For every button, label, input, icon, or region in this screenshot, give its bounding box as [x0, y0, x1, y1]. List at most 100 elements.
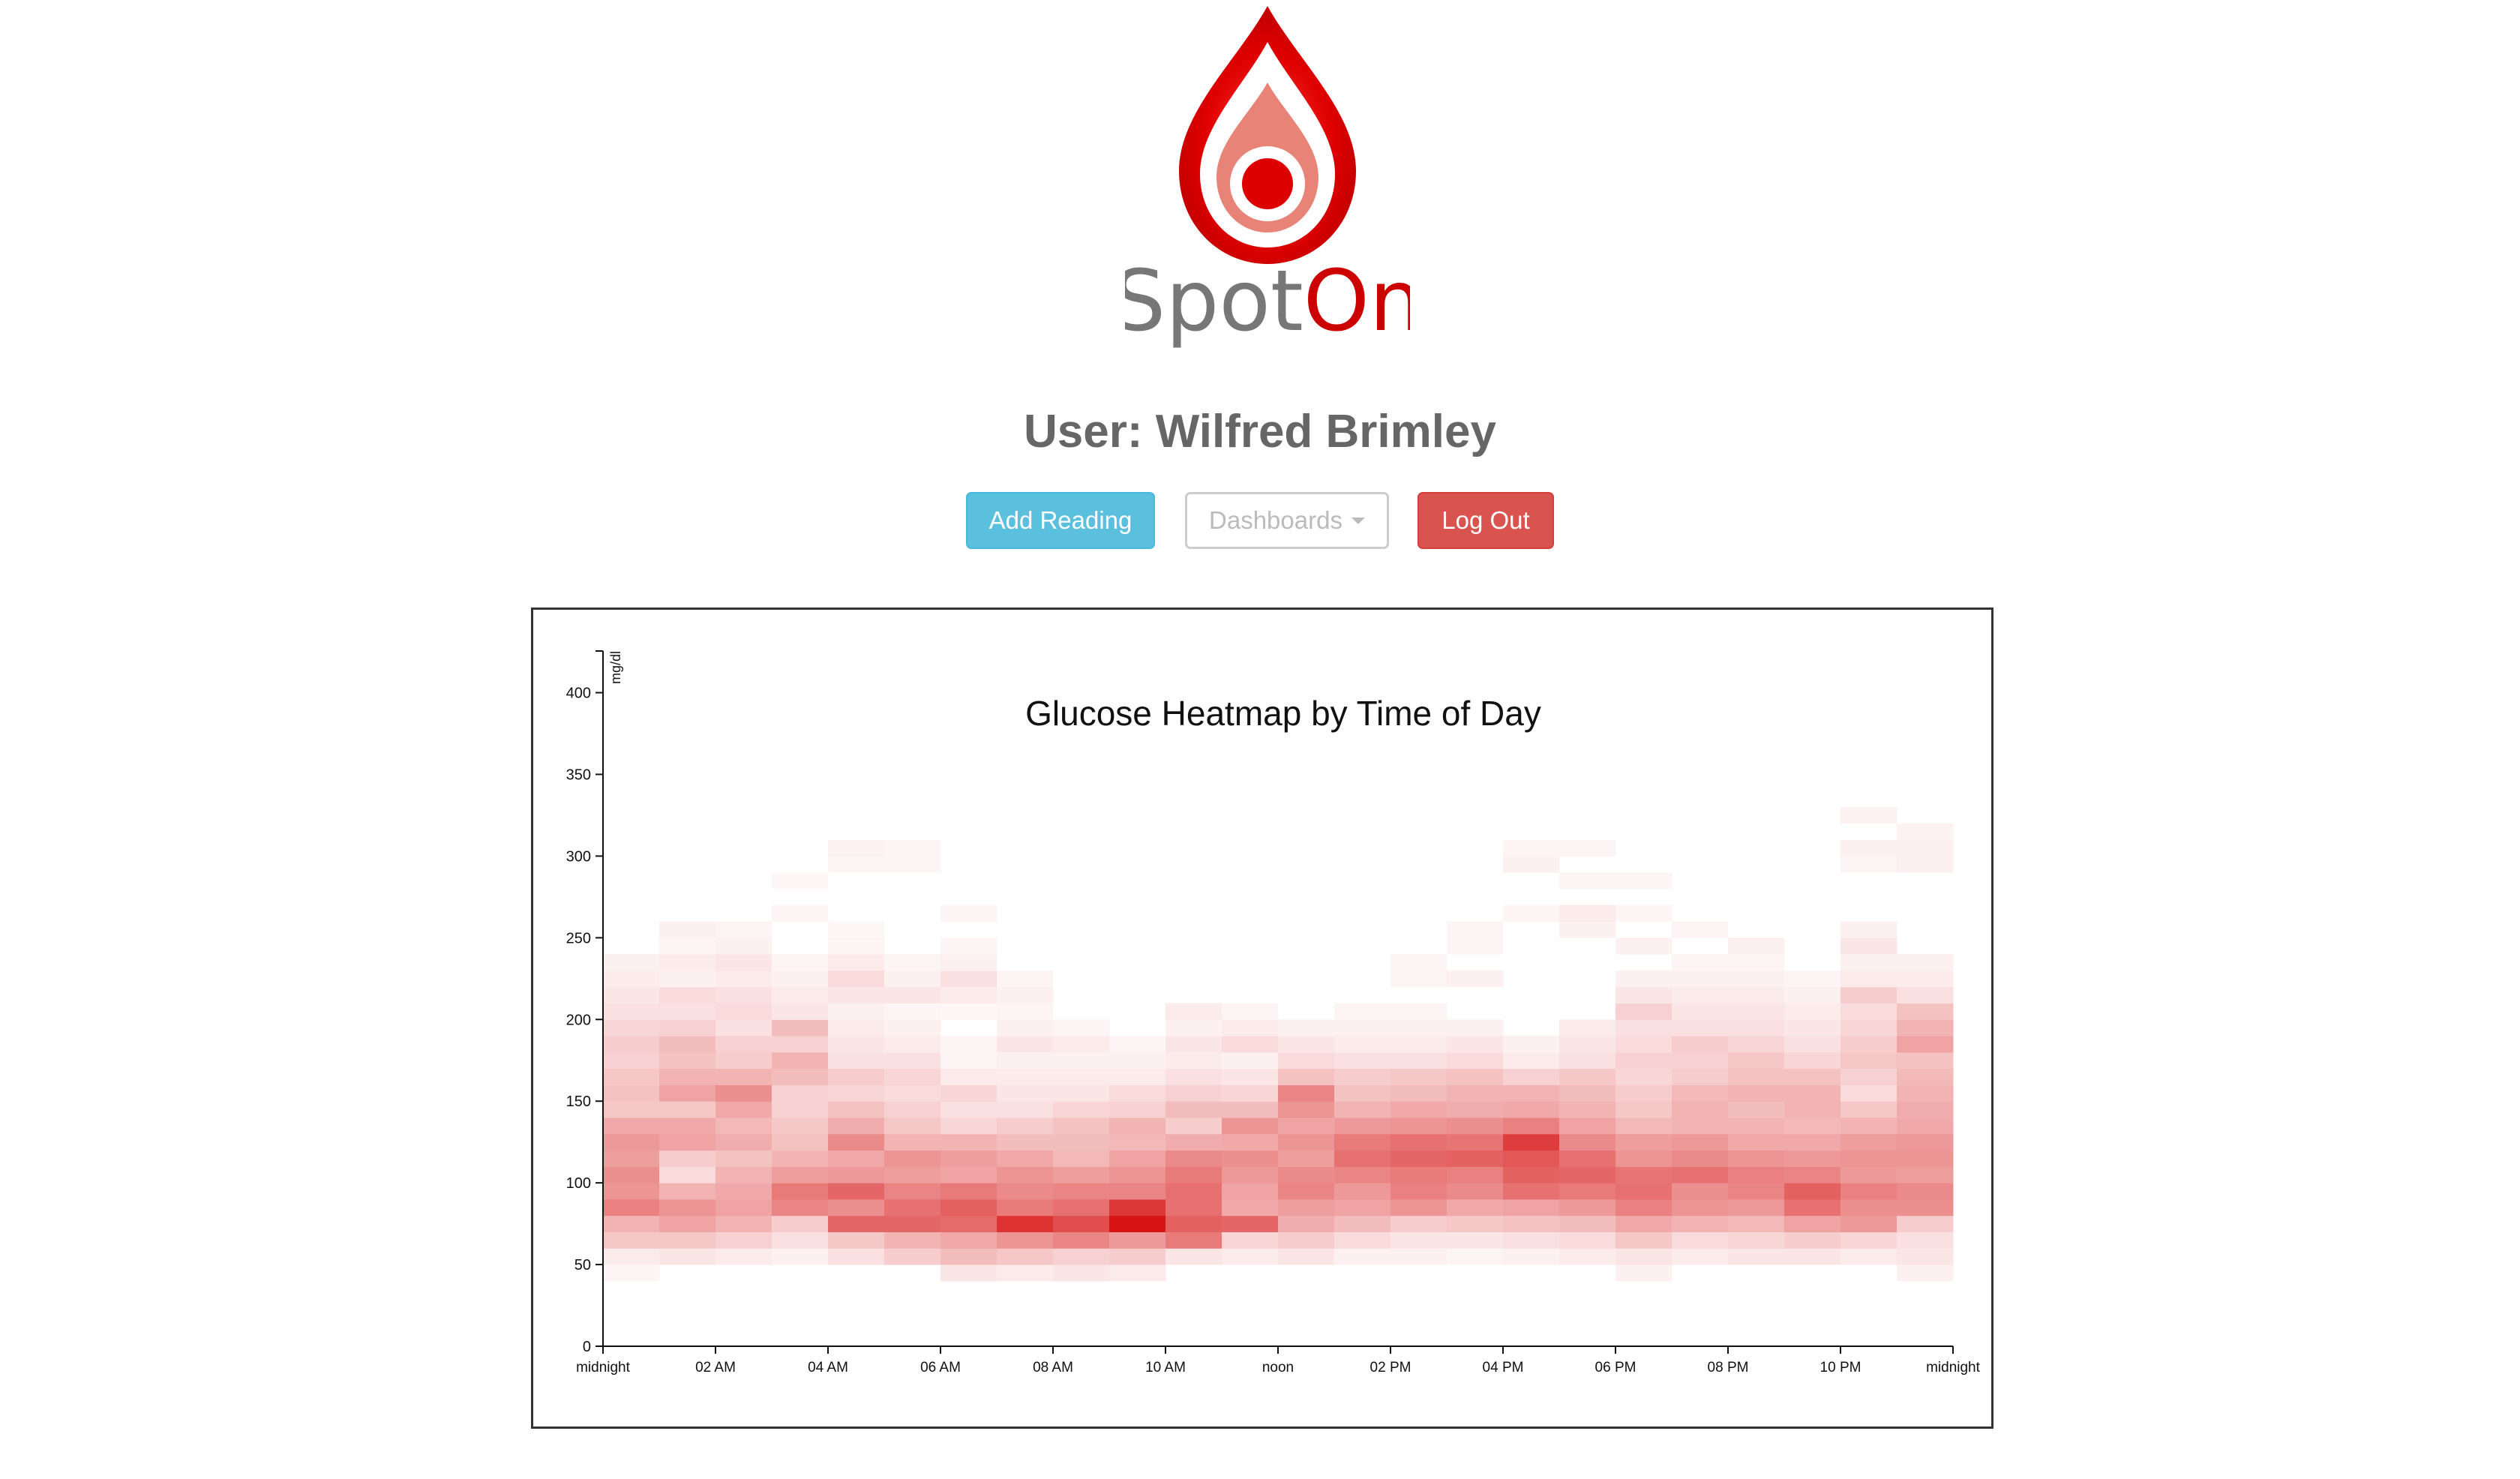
heatmap-cell [1447, 1166, 1504, 1184]
heatmap-cell [940, 1052, 998, 1070]
heatmap-cell [659, 1003, 716, 1020]
heatmap-cell [1728, 1052, 1785, 1070]
heatmap-cell [1503, 1036, 1560, 1053]
x-axis: midnight 02 AM 04 AM 06 AM 08 AM 10 AM noon 02 … [576, 1346, 1981, 1376]
y-tick-label: 300 [566, 848, 591, 865]
heatmap-cell [1728, 1215, 1785, 1232]
heatmap-cell [716, 986, 772, 1004]
heatmap-cell [1897, 1084, 1954, 1102]
logo-wordmark-on: On [1304, 253, 1410, 350]
heatmap-cell [716, 1084, 772, 1102]
heatmap-cell [1390, 1052, 1448, 1070]
heatmap-cell [1390, 1248, 1448, 1265]
heatmap-cell [1222, 1215, 1279, 1232]
heatmap-cell [1053, 1183, 1110, 1200]
heatmap-cell [1334, 1019, 1391, 1036]
heatmap-cell [1840, 807, 1898, 824]
heatmap-cell [1672, 1150, 1729, 1167]
heatmap-cell [1390, 970, 1448, 988]
heatmap-cell [1616, 986, 1672, 1004]
heatmap-cell [1053, 1215, 1110, 1232]
heatmap-cell [1503, 904, 1560, 922]
heatmap-cells [603, 807, 1954, 1282]
heatmap-cell [772, 904, 829, 922]
heatmap-cell [1503, 1133, 1560, 1151]
heatmap-cell [1503, 1215, 1560, 1232]
heatmap-cell [1840, 839, 1898, 856]
heatmap-cell [772, 1052, 829, 1070]
heatmap-cell [1897, 1198, 1954, 1216]
heatmap-cell [1559, 1052, 1616, 1070]
logout-button[interactable]: Log Out [1418, 492, 1554, 549]
chevron-down-icon [1351, 517, 1365, 524]
heatmap-cell [1897, 856, 1954, 873]
heatmap-cell [1109, 1264, 1166, 1282]
heatmap-cell [1109, 1133, 1166, 1151]
heatmap-cell [1672, 1101, 1729, 1118]
heatmap-cell [997, 1036, 1054, 1053]
heatmap-cell [1728, 1150, 1785, 1167]
heatmap-cell [1897, 1248, 1954, 1265]
heatmap-cell [1840, 1133, 1898, 1151]
heatmap-cell [1897, 954, 1954, 971]
heatmap-cell [1334, 1133, 1391, 1151]
heatmap-cell [603, 1183, 660, 1200]
heatmap-cell [603, 1166, 660, 1184]
heatmap-cell [828, 938, 885, 955]
heatmap-cell [1222, 1183, 1279, 1200]
heatmap-cell [1559, 1068, 1616, 1085]
heatmap-cell [828, 1003, 885, 1020]
heatmap-cell [1278, 1166, 1335, 1184]
heatmap-cell [884, 1003, 941, 1020]
heatmap-cell [1672, 986, 1729, 1004]
heatmap-cell [1672, 1036, 1729, 1053]
heatmap-cell [1616, 1068, 1672, 1085]
heatmap-cell [828, 1036, 885, 1053]
heatmap-cell [1278, 1068, 1335, 1085]
heatmap-cell [1053, 1166, 1110, 1184]
heatmap-cell [940, 938, 998, 955]
heatmap-cell [772, 1215, 829, 1232]
heatmap-cell [1840, 1019, 1898, 1036]
heatmap-cell [603, 1084, 660, 1102]
heatmap-cell [1503, 1068, 1560, 1085]
heatmap-cell [1166, 1052, 1222, 1070]
heatmap-cell [1166, 1036, 1222, 1053]
heatmap-cell [659, 1118, 716, 1135]
heatmap-cell [1897, 1003, 1954, 1020]
heatmap-cell [1728, 1198, 1785, 1216]
heatmap-cell [1166, 1198, 1222, 1216]
heatmap-cell [603, 954, 660, 971]
heatmap-cell [1109, 1198, 1166, 1216]
heatmap-cell [1728, 938, 1785, 955]
heatmap-cell [1109, 1150, 1166, 1167]
heatmap-cell [659, 921, 716, 938]
heatmap-cell [1503, 1084, 1560, 1102]
y-tick-label: 350 [566, 767, 591, 784]
heatmap-cell [1503, 1150, 1560, 1167]
add-reading-button[interactable]: Add Reading [966, 492, 1155, 549]
heatmap-cell [1840, 1215, 1898, 1232]
heatmap-cell [1559, 839, 1616, 856]
heatmap-cell [1053, 1232, 1110, 1249]
heatmap-cell [1616, 1215, 1672, 1232]
heatmap-cell [1840, 1248, 1898, 1265]
heatmap-cell [1166, 1003, 1222, 1020]
heatmap-cell [1616, 1183, 1672, 1200]
heatmap-cell [1334, 1248, 1391, 1265]
heatmap-cell [772, 1166, 829, 1184]
heatmap-cell [1559, 921, 1616, 938]
heatmap-cell [1672, 970, 1729, 988]
heatmap-cell [1053, 1118, 1110, 1135]
heatmap-cell [940, 1183, 998, 1200]
x-tick-label: 08 PM [1708, 1360, 1749, 1376]
heatmap-cell [1784, 1052, 1841, 1070]
heatmap-cell [603, 1215, 660, 1232]
heatmap-cell [1390, 1232, 1448, 1249]
heatmap-cell [1334, 1166, 1391, 1184]
heatmap-cell [1784, 986, 1841, 1004]
heatmap-cell [772, 1183, 829, 1200]
dashboards-dropdown-button[interactable]: Dashboards [1185, 492, 1389, 549]
heatmap-cell [603, 1264, 660, 1282]
heatmap-cell [1784, 1198, 1841, 1216]
